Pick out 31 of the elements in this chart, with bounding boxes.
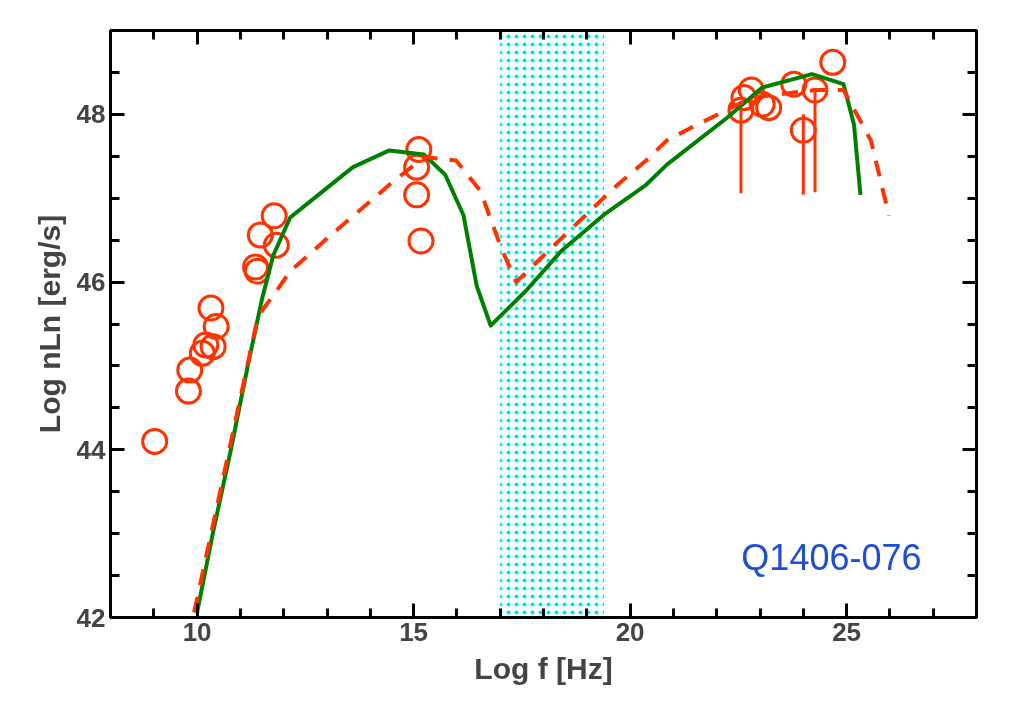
point <box>192 331 220 359</box>
point <box>202 313 230 340</box>
x-tick-label: 10 <box>182 616 212 647</box>
point <box>199 333 227 361</box>
x-tick-label: 15 <box>399 616 429 647</box>
point <box>188 339 216 367</box>
y-tick-label: 42 <box>76 602 106 633</box>
point <box>801 76 829 104</box>
point <box>755 94 783 122</box>
y-axis-title: Log nLn [erg/s] <box>32 214 66 434</box>
point <box>407 227 435 255</box>
point <box>789 116 817 144</box>
point <box>403 181 431 209</box>
point <box>819 48 847 76</box>
annotation: Q1406-076 <box>741 536 922 578</box>
x-tick-label: 20 <box>615 616 645 647</box>
point <box>174 377 202 405</box>
point <box>141 427 169 455</box>
point <box>780 70 808 98</box>
point <box>260 202 288 230</box>
point <box>197 294 225 322</box>
y-tick-label: 48 <box>76 99 106 130</box>
x-tick-label: 25 <box>832 616 862 647</box>
y-tick-label: 44 <box>76 434 107 465</box>
point <box>403 153 431 181</box>
x-axis-title: Log f [Hz] <box>474 651 613 685</box>
point <box>262 231 290 259</box>
point <box>176 356 204 384</box>
y-tick-label: 46 <box>76 267 106 298</box>
point <box>246 221 274 249</box>
point <box>405 136 433 164</box>
